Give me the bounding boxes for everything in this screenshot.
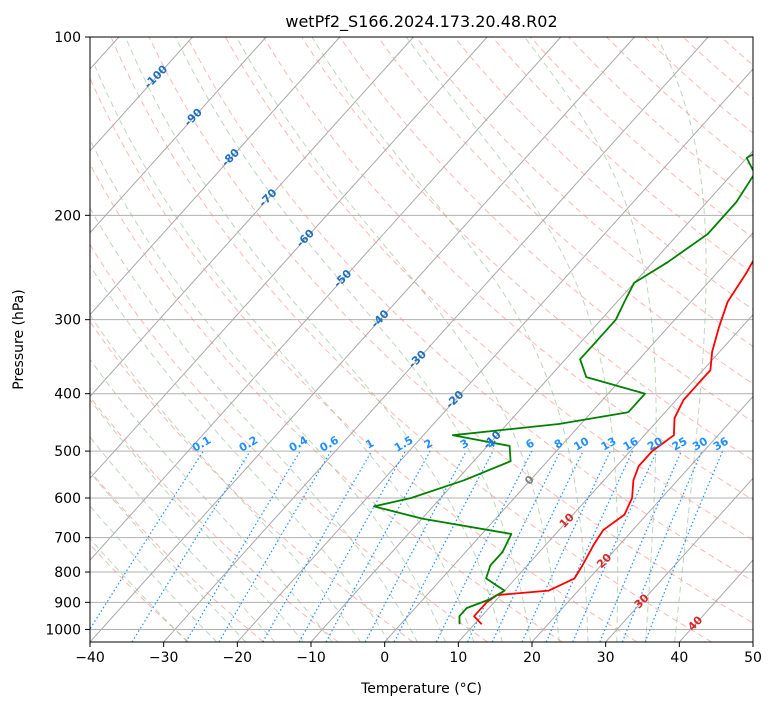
chart-title: wetPf2_S166.2024.173.20.48.R02 [285,12,557,32]
x-tick-label: 0 [380,650,389,666]
moist-adiabat [656,37,707,642]
isotherm [90,37,635,642]
y-tick-label: 1000 [45,622,81,638]
dry-adiabat [110,37,712,642]
moist-adiabat [90,264,390,642]
x-tick-label: 10 [449,650,467,666]
moist-adiabat [94,66,475,642]
mixing-ratio-line [364,450,467,642]
x-tick-label: 50 [744,650,762,666]
dry-adiabat [491,37,753,275]
dewpoint-profile-line [373,153,753,625]
dry-adiabat [339,37,753,423]
moist-adiabats [90,37,707,642]
x-axis: −40 −30 −20 −10 0 10 20 30 40 50 [75,642,762,666]
mixing-ratio-line [644,450,724,642]
mixing-ratio-line [325,450,431,642]
x-tick-label: 30 [597,650,615,666]
isotherm [163,37,709,642]
dry-adiabat [377,37,753,385]
moist-adiabat [524,37,657,642]
x-tick-label: −20 [223,650,253,666]
isotherm [90,37,488,480]
y-tick-label: 800 [54,565,81,581]
y-tick-label: 700 [54,531,81,547]
isotherm [90,37,267,234]
moist-adiabat [90,206,418,642]
mixing-ratio-line [621,450,703,642]
y-tick-label: 300 [54,313,81,329]
x-tick-label: 40 [670,650,688,666]
mixing-ratio-line [90,450,204,631]
mixing-ratio-line [572,450,658,642]
x-tick-label: −30 [149,650,179,666]
isotherm [90,37,341,316]
y-tick-label: 500 [54,444,81,460]
mixing-ratio-line [599,450,682,642]
dry-adiabat [90,77,638,642]
dry-adiabat [90,320,414,642]
moist-adiabat [236,37,560,642]
plot-frame [89,36,754,643]
isotherm [310,150,753,642]
dry-adiabat [263,37,753,501]
x-axis-label: Temperature (°C) [360,681,482,697]
y-tick-label: 900 [54,595,81,611]
moist-adiabat [90,471,247,642]
moist-adiabat [90,358,333,642]
mixing-ratio-line [435,450,533,642]
y-tick-label: 100 [54,30,81,46]
dry-adiabat [186,37,753,582]
moist-adiabat [90,314,362,642]
dry-adiabat [148,37,753,624]
mixing-ratio-line [298,450,406,642]
y-axis: 100 200 300 400 500 600 700 800 900 1000 [45,30,90,638]
moist-adiabat [311,37,589,642]
dry-adiabat [90,243,488,642]
isotherm [384,231,753,642]
moist-adiabat [90,138,447,642]
dry-adiabats [90,37,775,642]
moist-adiabat [90,505,218,642]
dry-adiabat [90,163,563,642]
y-tick-label: 200 [54,208,81,224]
isotherm [457,313,753,642]
mixing-ratio-lines [90,450,724,642]
isotherm [236,68,753,642]
dry-adiabat [90,396,339,642]
isotherm [531,395,753,642]
isotherms [90,37,753,642]
sounding-series [373,153,753,625]
y-tick-label: 600 [54,491,81,507]
y-tick-label: 400 [54,387,81,403]
moist-adiabat [90,436,276,642]
dry-adiabat [224,37,753,541]
y-axis-label: Pressure (hPa) [11,289,27,389]
dry-adiabat [759,37,775,642]
isotherm [90,37,193,152]
mixing-ratio-line [131,450,251,642]
mixing-ratio-line [545,450,634,642]
x-tick-label: −40 [75,650,105,666]
isotherm [90,37,562,561]
dry-adiabat [415,37,753,348]
isotherm [752,641,753,642]
temperature-profile-line [473,259,753,625]
isotherm [90,37,414,398]
moist-adiabat [124,37,503,642]
x-tick-label: 20 [523,650,541,666]
dry-adiabat [530,37,753,239]
x-tick-label: −10 [296,650,326,666]
isotherm [605,477,753,642]
